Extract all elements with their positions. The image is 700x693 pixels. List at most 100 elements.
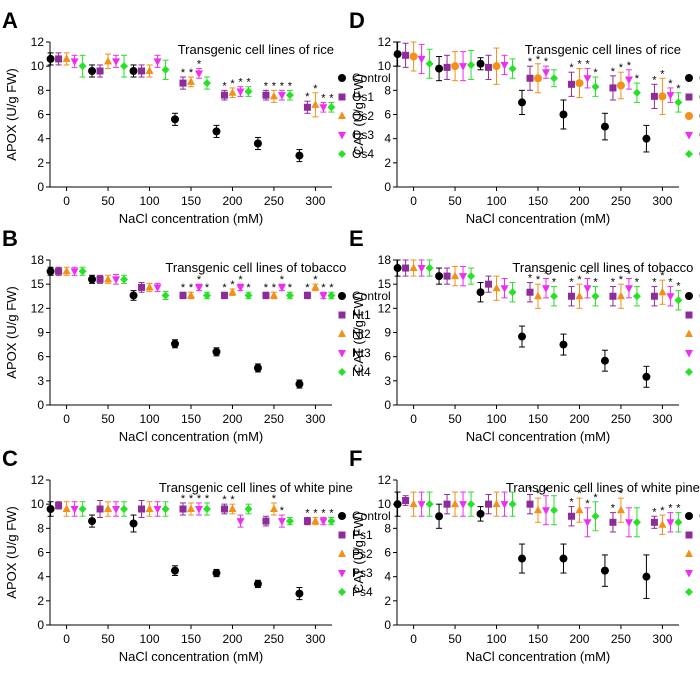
data-point	[534, 505, 542, 514]
data-point	[78, 267, 87, 276]
significance-marker: *	[528, 485, 533, 497]
data-point	[624, 76, 633, 84]
data-point	[220, 505, 228, 513]
y-tick-label: 3	[37, 374, 44, 388]
data-point	[46, 54, 55, 63]
x-tick-label: 300	[305, 632, 325, 646]
x-tick-label: 250	[264, 632, 284, 646]
data-point	[451, 271, 460, 280]
x-tick-label: 200	[569, 412, 589, 426]
data-point	[179, 505, 187, 513]
series-control	[46, 501, 304, 601]
significance-marker: *	[246, 77, 251, 89]
significance-marker: *	[536, 488, 541, 500]
data-point	[583, 75, 592, 83]
data-point	[269, 504, 278, 512]
data-point	[567, 80, 575, 88]
legend-marker	[338, 329, 346, 337]
data-point	[262, 517, 270, 525]
data-point	[138, 67, 146, 75]
data-point	[476, 509, 485, 518]
data-point	[550, 506, 558, 515]
significance-marker: *	[264, 80, 269, 92]
significance-marker: *	[238, 77, 243, 89]
data-point	[153, 58, 162, 66]
significance-marker: *	[189, 493, 194, 505]
data-point	[417, 265, 426, 273]
data-point	[666, 92, 675, 100]
legend-label: Ps3	[352, 566, 373, 580]
data-point	[96, 275, 104, 283]
y-axis-label: APOX (U/g FW)	[4, 506, 19, 598]
y-tick-label: 15	[31, 277, 45, 291]
significance-marker: *	[627, 60, 632, 72]
significance-marker: *	[652, 506, 657, 518]
significance-marker: *	[181, 67, 186, 79]
data-point	[591, 512, 600, 521]
y-tick-label: 12	[31, 35, 45, 49]
x-tick-label: 150	[528, 632, 548, 646]
y-axis-label: CAT (U/g FW)	[351, 74, 366, 155]
data-point	[112, 506, 121, 514]
data-point	[303, 517, 311, 525]
significance-marker: *	[635, 277, 640, 289]
data-point	[187, 77, 195, 85]
data-point	[459, 273, 468, 281]
data-point	[642, 134, 651, 143]
series-os4: ***	[78, 54, 336, 113]
data-point	[526, 74, 534, 82]
y-tick-label: 18	[31, 253, 45, 267]
significance-marker: *	[577, 274, 582, 286]
data-point	[212, 347, 221, 356]
data-point	[311, 100, 320, 108]
chart-title: Transgenic cell lines of white pine	[506, 480, 700, 495]
data-point	[609, 518, 617, 526]
significance-marker: *	[569, 277, 574, 289]
data-point	[70, 506, 79, 514]
data-point	[425, 264, 434, 273]
chart-title: Transgenic cell lines of rice	[178, 42, 334, 57]
y-tick-label: 0	[384, 180, 391, 194]
data-point	[311, 516, 320, 525]
data-point	[55, 267, 63, 275]
data-point	[451, 62, 460, 71]
x-axis-label: NaCl concentration (mM)	[466, 429, 611, 444]
data-point	[417, 55, 426, 64]
data-point	[327, 103, 336, 112]
legend-label: Nt4	[352, 365, 371, 379]
data-point	[262, 291, 270, 299]
x-tick-label: 50	[448, 194, 462, 208]
data-point	[508, 500, 517, 509]
series-nt2: ****	[62, 266, 320, 300]
data-point	[195, 70, 203, 78]
significance-marker: *	[305, 91, 310, 103]
data-point	[96, 67, 104, 75]
data-point	[674, 518, 683, 527]
data-point	[674, 296, 683, 305]
significance-marker: *	[197, 274, 202, 286]
data-point	[295, 380, 304, 389]
data-point	[161, 291, 170, 300]
significance-marker: *	[652, 74, 657, 86]
y-axis-label: APOX (U/g FW)	[4, 286, 19, 378]
x-axis-label: NaCl concentration (mM)	[119, 429, 264, 444]
data-point	[220, 291, 228, 299]
legend-marker	[685, 549, 693, 557]
legend-label: Os1	[352, 90, 374, 104]
significance-marker: *	[536, 54, 541, 66]
x-tick-label: 250	[611, 194, 631, 208]
data-point	[212, 569, 221, 578]
y-tick-label: 3	[384, 374, 391, 388]
legend-marker	[338, 549, 346, 557]
data-point	[327, 291, 336, 300]
x-tick-label: 50	[448, 632, 462, 646]
legend-marker	[338, 512, 346, 520]
chart-title: Transgenic cell lines of tobacco	[165, 260, 346, 275]
data-point	[575, 79, 584, 88]
data-point	[88, 517, 97, 526]
data-point	[212, 127, 221, 136]
legend-marker	[685, 93, 693, 101]
significance-marker: *	[321, 507, 326, 519]
